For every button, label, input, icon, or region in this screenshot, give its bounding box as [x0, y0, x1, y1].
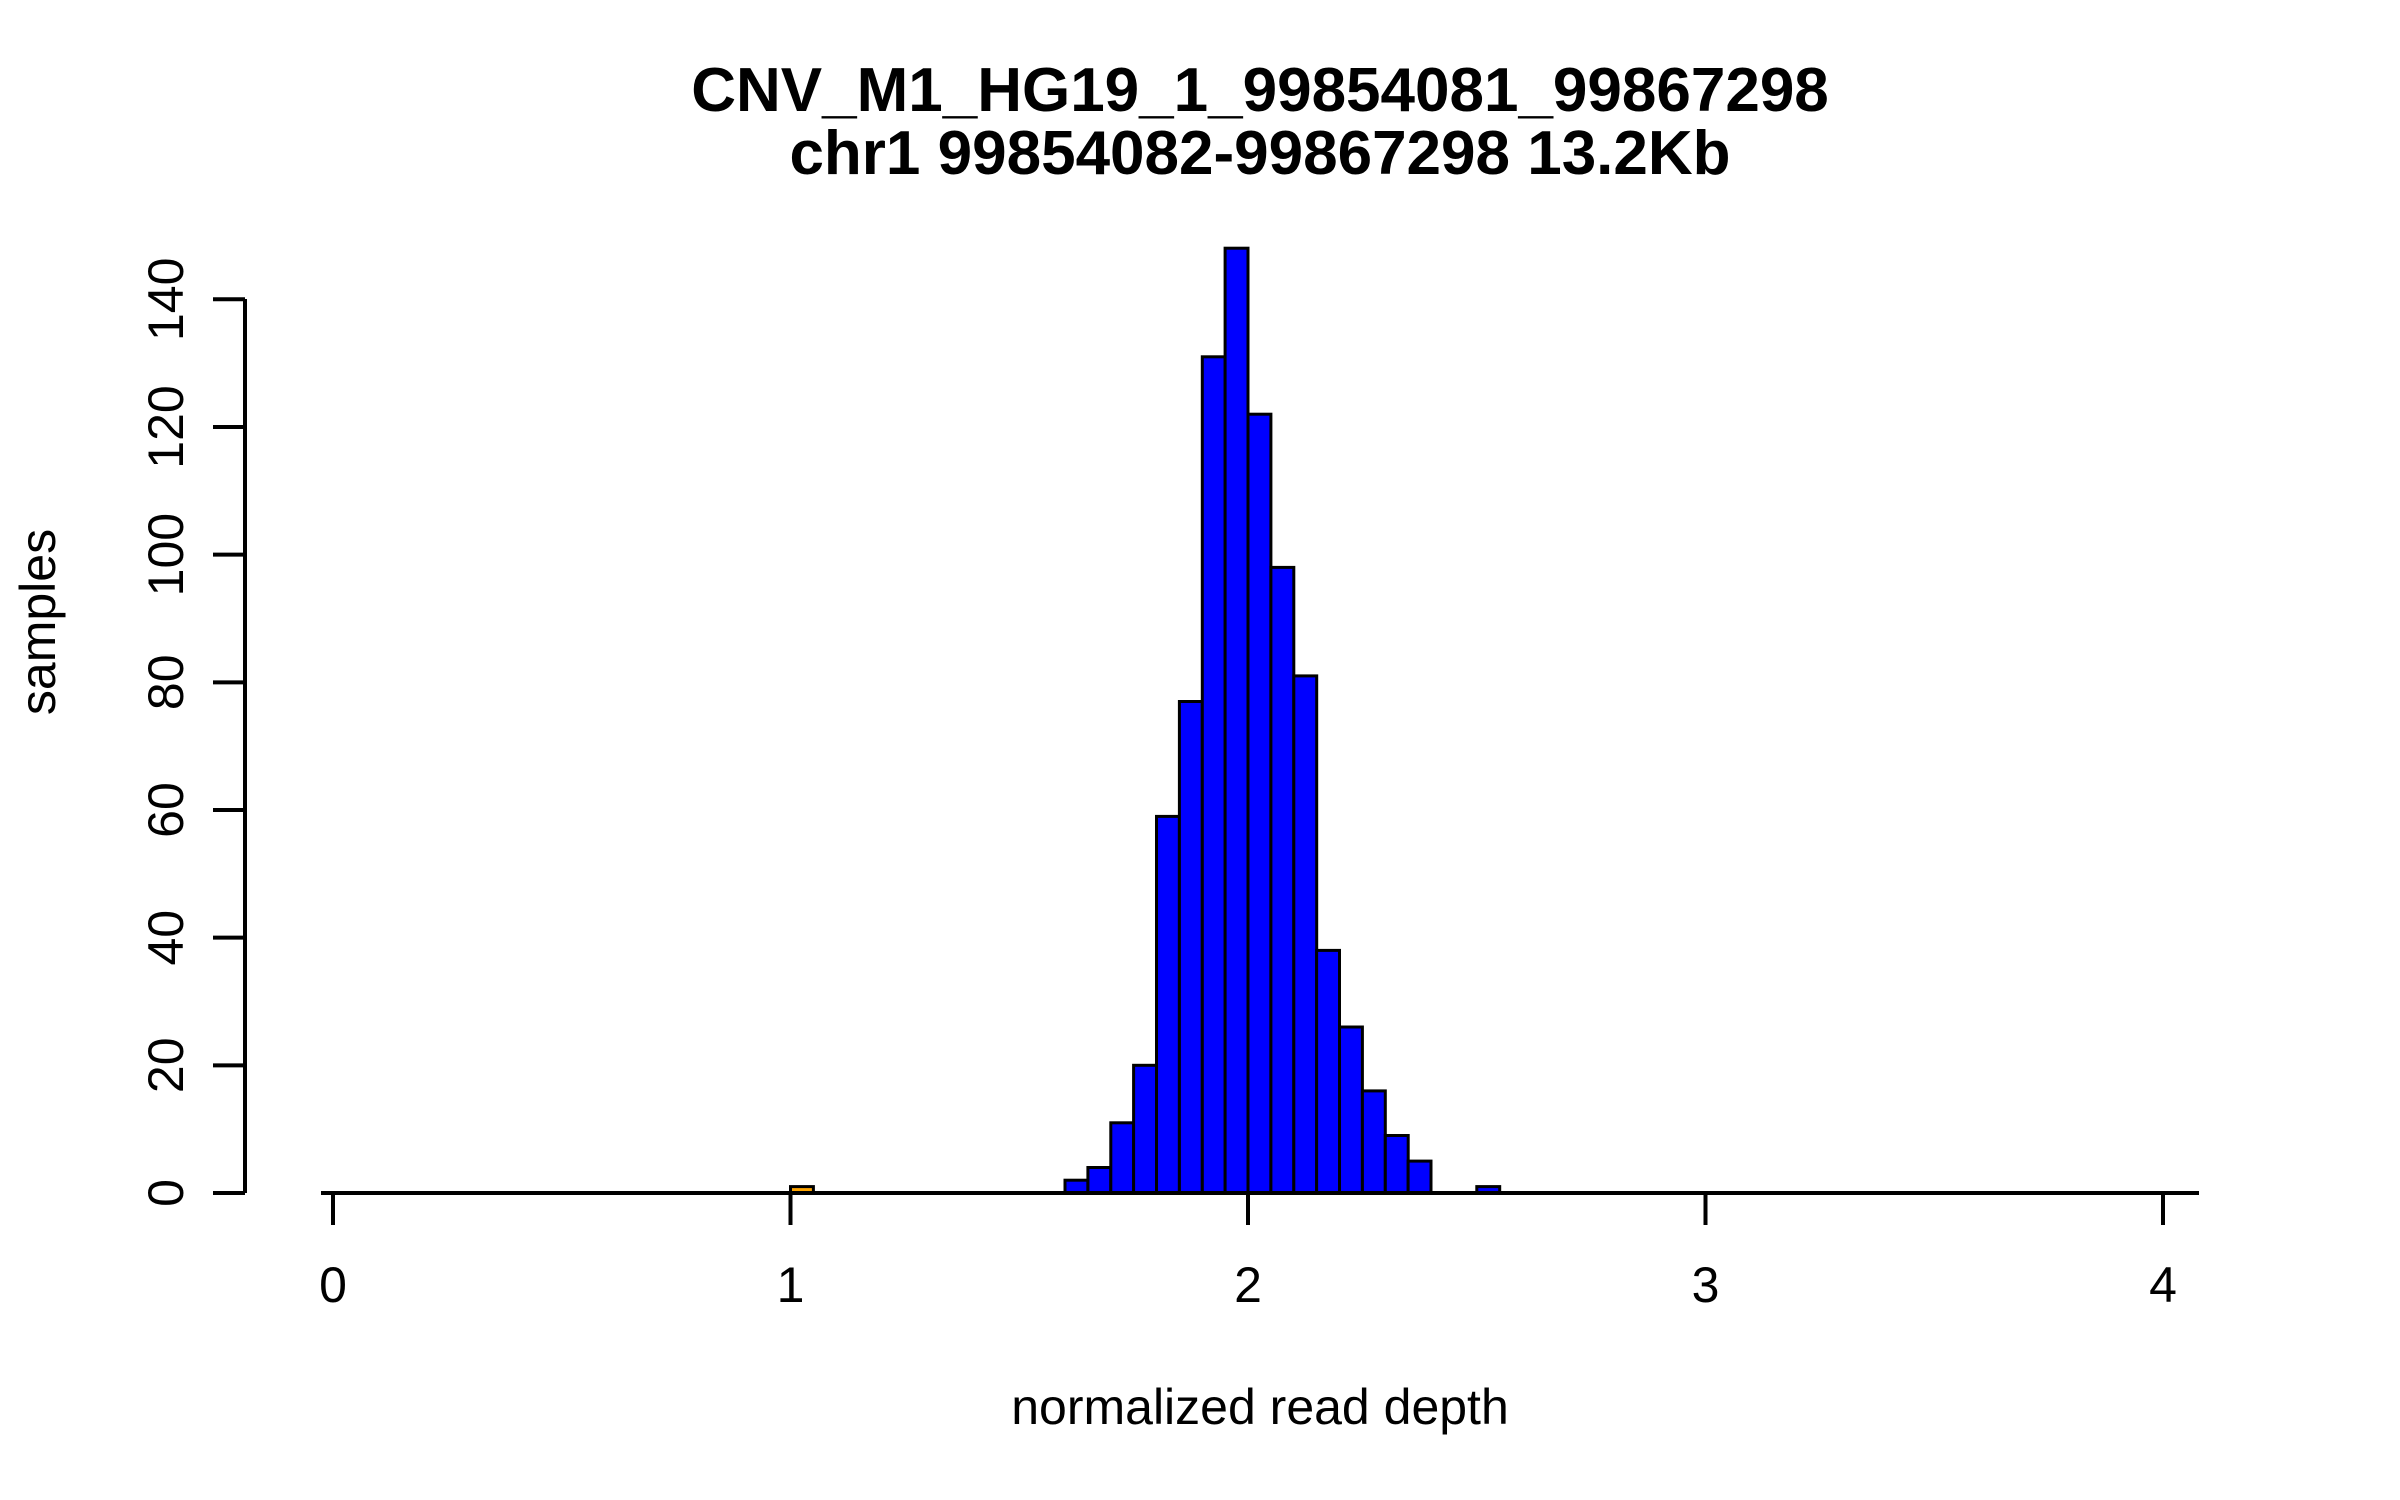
- histogram-bar: [1315, 948, 1341, 1195]
- y-tick-label: 20: [138, 1037, 194, 1093]
- x-axis-label: normalized read depth: [1011, 1379, 1509, 1435]
- histogram-bar: [1246, 412, 1273, 1195]
- histogram-bar: [1360, 1089, 1387, 1195]
- chart-subtitle: chr1 99854082-99867298 13.2Kb: [789, 119, 1730, 188]
- y-tick-label: 100: [138, 513, 194, 596]
- x-tick-label: 2: [1234, 1257, 1262, 1313]
- x-tick-label: 3: [1692, 1257, 1720, 1313]
- y-tick-label: 60: [138, 782, 194, 838]
- histogram-bar: [1383, 1134, 1410, 1195]
- y-tick-label: 120: [138, 385, 194, 468]
- y-tick-label: 0: [138, 1179, 194, 1207]
- histogram-bar: [1269, 565, 1296, 1195]
- histogram-bar: [1338, 1025, 1364, 1195]
- bars-group: [789, 246, 1502, 1195]
- histogram-bar: [1109, 1121, 1136, 1195]
- chart-title: CNV_M1_HG19_1_99854081_99867298: [691, 56, 1829, 125]
- y-tick-label: 80: [138, 654, 194, 710]
- histogram-bar: [1155, 814, 1181, 1195]
- x-tick-label: 0: [319, 1257, 347, 1313]
- histogram-bar: [1086, 1166, 1113, 1195]
- histogram-bar: [1406, 1159, 1433, 1195]
- histogram-bar: [1200, 355, 1227, 1195]
- y-tick-label: 140: [138, 258, 194, 341]
- y-axis-label: samples: [10, 529, 66, 715]
- x-tick-label: 4: [2149, 1257, 2177, 1313]
- histogram-bar: [1132, 1063, 1158, 1195]
- histogram-bar: [1177, 700, 1204, 1195]
- histogram-bar: [1223, 246, 1250, 1195]
- histogram-bar: [1292, 674, 1319, 1195]
- y-tick-label: 40: [138, 910, 194, 966]
- x-tick-label: 1: [777, 1257, 805, 1313]
